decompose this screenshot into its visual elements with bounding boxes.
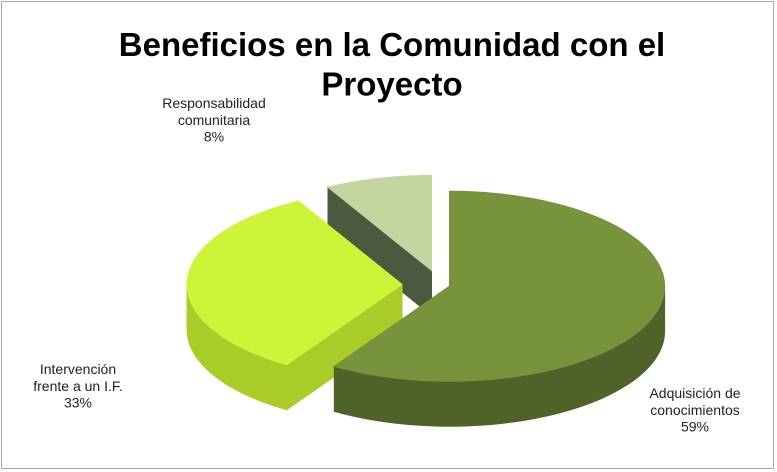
slice-label: Intervención frente a un I.F. <box>33 361 123 394</box>
slice <box>186 200 403 366</box>
slice <box>333 190 666 382</box>
slice-value-label: 8% <box>204 129 224 145</box>
slice-value-label: 59% <box>681 419 709 435</box>
slice-label: Responsabilidad comunitaria <box>162 95 266 128</box>
chart-title: Beneficios en la Comunidad con el Proyect… <box>119 26 665 103</box>
slice <box>326 174 432 272</box>
slice-value-label: 33% <box>64 395 92 411</box>
slice-label: Adquisición de conocimientos <box>649 385 740 418</box>
